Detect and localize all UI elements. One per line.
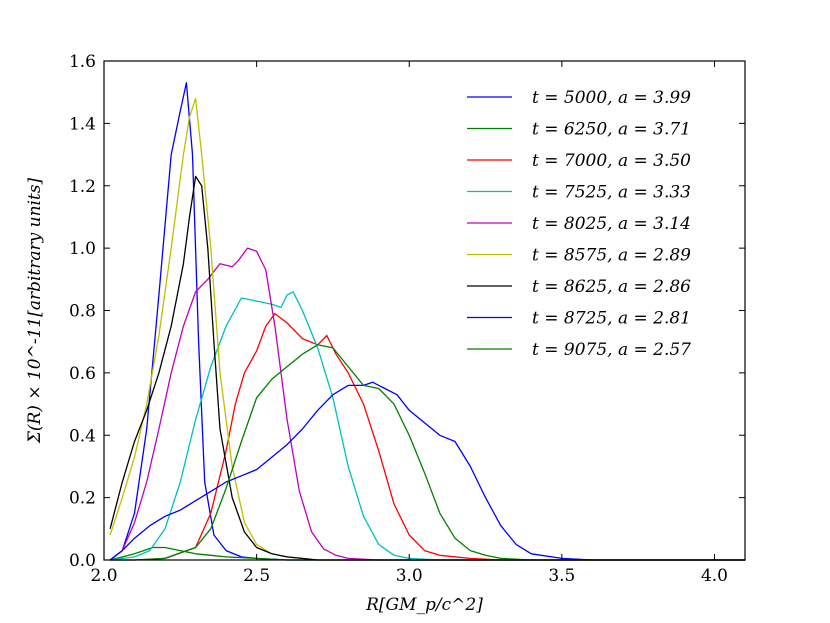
- series-line-9: [110, 344, 745, 561]
- y-tick-label: 0.6: [69, 364, 96, 384]
- x-tick-label: 3.5: [548, 566, 575, 586]
- y-tick-label: 1.4: [69, 114, 96, 134]
- y-tick-label: 0.4: [69, 426, 96, 446]
- y-tick-label: 0.2: [69, 489, 96, 509]
- x-axis-label: R[GM_p/c^2]: [365, 595, 483, 615]
- y-tick-label: 0.0: [69, 551, 96, 571]
- legend: t = 5000, a = 3.99 t = 6250, a = 3.71 t = …: [467, 88, 691, 360]
- legend-label-3: t = 7000, a = 3.50: [532, 151, 691, 171]
- legend-label-8: t = 8725, a = 2.81: [532, 309, 691, 329]
- legend-label-4: t = 7525, a = 3.33: [532, 183, 691, 203]
- series-layer: [109, 82, 745, 561]
- y-tick-label: 0.8: [69, 302, 96, 322]
- legend-label-9: t = 9075, a = 2.57: [532, 340, 691, 360]
- series-line-4: [110, 291, 745, 561]
- x-tick-label: 2.0: [90, 566, 117, 586]
- series-line-5: [109, 247, 745, 561]
- y-tick-label: 1.6: [69, 52, 96, 72]
- legend-label-5: t = 8025, a = 3.14: [532, 214, 691, 234]
- y-axis-label: Σ(R) × 10^-11[arbitrary units]: [25, 177, 45, 444]
- ticks-layer: 2.0 2.5 3.0 3.5 4.0 0.0 0.2 0.4 0.6 0.8 1.0 1.2 1.4 1…: [69, 52, 745, 586]
- x-tick-label: 3.0: [396, 566, 423, 586]
- x-tick-label: 2.5: [243, 566, 270, 586]
- legend-label-7: t = 8625, a = 2.86: [532, 277, 691, 297]
- legend-label-6: t = 8575, a = 2.89: [532, 246, 691, 266]
- legend-label-2: t = 6250, a = 3.71: [532, 120, 691, 140]
- series-line-7: [109, 175, 745, 561]
- legend-label-1: t = 5000, a = 3.99: [532, 88, 691, 108]
- y-tick-label: 1.2: [69, 177, 96, 197]
- x-tick-label: 4.0: [701, 566, 728, 586]
- y-tick-label: 1.0: [69, 239, 96, 259]
- series-line-8: [109, 381, 745, 561]
